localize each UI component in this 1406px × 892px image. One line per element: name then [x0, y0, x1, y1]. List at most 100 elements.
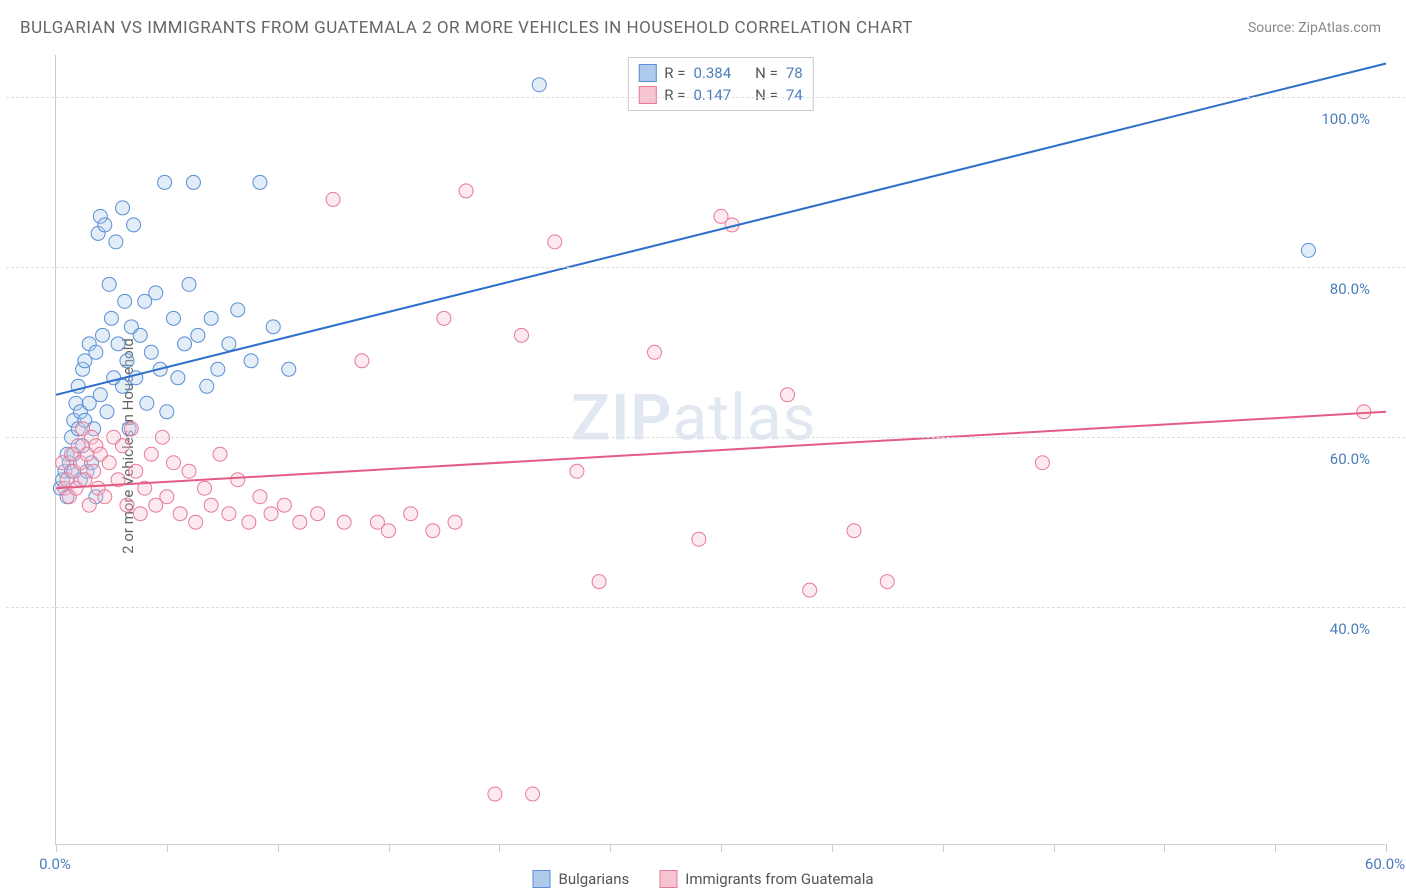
scatter-point: [515, 328, 529, 342]
scatter-point: [592, 575, 606, 589]
scatter-point: [124, 422, 138, 436]
scatter-point: [548, 235, 562, 249]
scatter-point: [404, 507, 418, 521]
scatter-point: [111, 337, 125, 351]
stat-r-val-1: 0.147: [693, 86, 731, 104]
scatter-point: [133, 507, 147, 521]
scatter-point: [326, 192, 340, 206]
xtick: [1275, 844, 1276, 852]
plot-svg: [56, 55, 1385, 844]
legend-item-1: Immigrants from Guatemala: [659, 870, 873, 888]
scatter-point: [104, 311, 118, 325]
gridline: [6, 607, 1405, 608]
scatter-point: [204, 498, 218, 512]
scatter-point: [144, 447, 158, 461]
stat-row-1: R = 0.147 N = 74: [638, 84, 802, 106]
scatter-point: [186, 175, 200, 189]
stat-n-label-1: N =: [755, 86, 778, 104]
scatter-point: [200, 379, 214, 393]
scatter-point: [182, 277, 196, 291]
scatter-point: [109, 235, 123, 249]
xtick: [167, 844, 168, 852]
legend-swatch-0: [532, 870, 550, 888]
scatter-point: [198, 481, 212, 495]
ytick-label: 40.0%: [1330, 620, 1370, 638]
source-label: Source: ZipAtlas.com: [1248, 20, 1381, 36]
ytick-label: 60.0%: [1330, 450, 1370, 468]
scatter-point: [133, 328, 147, 342]
scatter-point: [459, 184, 473, 198]
scatter-point: [160, 405, 174, 419]
scatter-point: [96, 328, 110, 342]
scatter-point: [437, 311, 451, 325]
stat-n-val-0: 78: [786, 64, 803, 82]
xtick: [56, 844, 57, 852]
stat-n-val-1: 74: [786, 86, 803, 104]
scatter-point: [158, 175, 172, 189]
scatter-point: [803, 583, 817, 597]
stat-r-label-1: R =: [664, 86, 685, 104]
stat-r-val-0: 0.384: [693, 64, 731, 82]
scatter-point: [98, 218, 112, 232]
scatter-point: [82, 498, 96, 512]
xtick: [721, 844, 722, 852]
scatter-point: [526, 787, 540, 801]
scatter-point: [1301, 243, 1315, 257]
scatter-point: [178, 337, 192, 351]
xtick-label: 0.0%: [39, 855, 71, 873]
trend-line: [56, 63, 1386, 394]
scatter-point: [426, 524, 440, 538]
scatter-point: [222, 337, 236, 351]
scatter-point: [648, 345, 662, 359]
scatter-point: [382, 524, 396, 538]
scatter-point: [149, 286, 163, 300]
scatter-point: [311, 507, 325, 521]
swatch-1: [638, 86, 656, 104]
scatter-point: [253, 490, 267, 504]
scatter-point: [231, 473, 245, 487]
scatter-point: [182, 464, 196, 478]
scatter-point: [102, 277, 116, 291]
trend-line: [56, 412, 1386, 488]
scatter-point: [570, 464, 584, 478]
scatter-point: [140, 396, 154, 410]
scatter-point: [1035, 456, 1049, 470]
xtick: [832, 844, 833, 852]
scatter-point: [98, 490, 112, 504]
scatter-point: [847, 524, 861, 538]
scatter-point: [337, 515, 351, 529]
scatter-point: [266, 320, 280, 334]
scatter-point: [191, 328, 205, 342]
scatter-point: [144, 345, 158, 359]
scatter-point: [264, 507, 278, 521]
scatter-point: [102, 456, 116, 470]
scatter-point: [89, 345, 103, 359]
stat-row-0: R = 0.384 N = 78: [638, 62, 802, 84]
scatter-point: [781, 388, 795, 402]
scatter-point: [244, 354, 258, 368]
scatter-point: [448, 515, 462, 529]
gridline: [6, 267, 1405, 268]
scatter-point: [87, 464, 101, 478]
swatch-0: [638, 64, 656, 82]
scatter-point: [116, 379, 130, 393]
chart-container: BULGARIAN VS IMMIGRANTS FROM GUATEMALA 2…: [0, 0, 1406, 892]
scatter-point: [204, 311, 218, 325]
scatter-point: [171, 371, 185, 385]
scatter-point: [213, 447, 227, 461]
scatter-point: [253, 175, 267, 189]
xtick: [389, 844, 390, 852]
scatter-point: [129, 464, 143, 478]
stat-legend: R = 0.384 N = 78 R = 0.147 N = 74: [627, 57, 813, 111]
legend-label-0: Bulgarians: [558, 870, 629, 888]
gridline: [6, 97, 1405, 98]
scatter-point: [160, 490, 174, 504]
ytick-label: 100.0%: [1321, 110, 1370, 128]
scatter-point: [118, 294, 132, 308]
legend-label-1: Immigrants from Guatemala: [685, 870, 873, 888]
chart-title: BULGARIAN VS IMMIGRANTS FROM GUATEMALA 2…: [20, 18, 913, 38]
scatter-point: [488, 787, 502, 801]
xtick: [1054, 844, 1055, 852]
scatter-point: [100, 405, 114, 419]
scatter-point: [166, 456, 180, 470]
